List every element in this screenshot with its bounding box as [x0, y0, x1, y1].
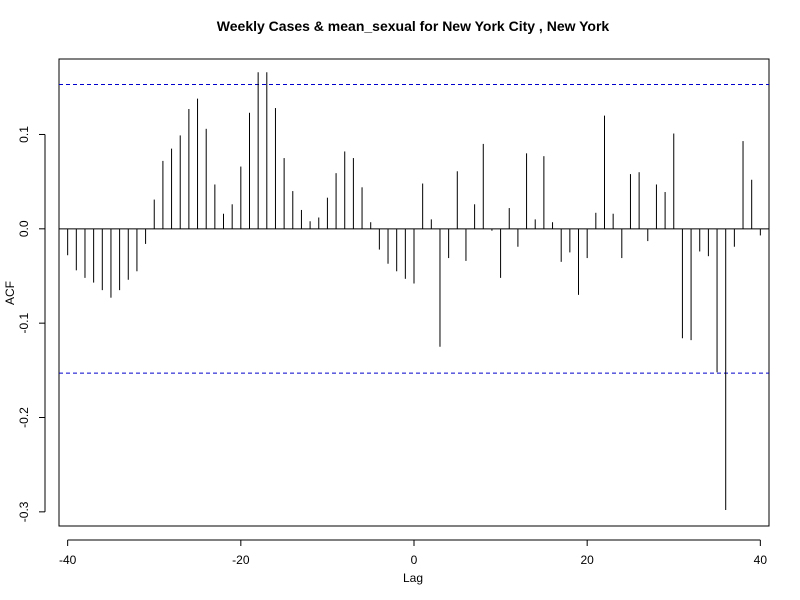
x-tick-label: 20: [580, 553, 594, 567]
y-tick-label: -0.1: [17, 313, 31, 334]
x-tick-label: -40: [59, 553, 77, 567]
x-tick-label: 0: [411, 553, 418, 567]
y-axis-label: ACF: [3, 281, 17, 305]
chart-title: Weekly Cases & mean_sexual for New York …: [217, 18, 610, 34]
x-tick-label: -20: [232, 553, 250, 567]
y-tick-label: -0.2: [17, 407, 31, 428]
x-tick-label: 40: [754, 553, 768, 567]
y-tick-label: 0.0: [17, 220, 31, 237]
plot-frame: [58, 58, 770, 527]
y-tick-label: 0.1: [17, 126, 31, 143]
x-axis-label: Lag: [403, 571, 423, 585]
plot-area: -40 -20 0 20 40 -0.3 -0.2 -0.1 0.0 0.1: [17, 58, 770, 567]
y-tick-label: -0.3: [17, 501, 31, 522]
